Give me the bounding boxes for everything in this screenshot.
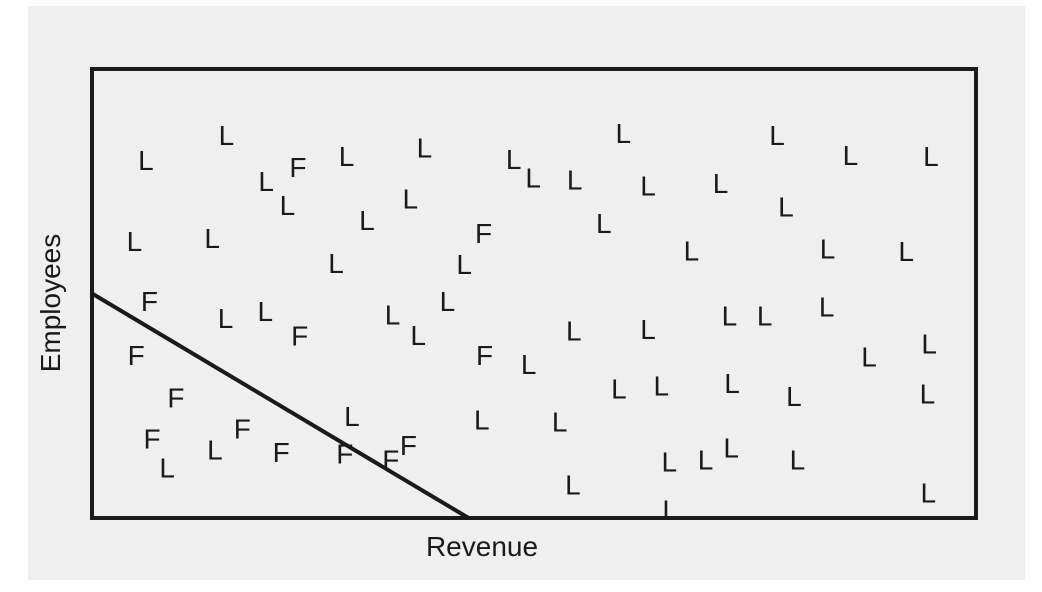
point-label-f: F xyxy=(400,430,417,461)
point-label-f: F xyxy=(476,340,493,371)
point-label-l: L xyxy=(339,141,355,172)
point-label-l: L xyxy=(640,171,656,202)
point-label-l: L xyxy=(207,435,223,466)
point-label-l: L xyxy=(218,303,234,334)
point-label-l: L xyxy=(402,184,418,215)
point-label-l: L xyxy=(552,406,568,437)
point-label-l: L xyxy=(417,133,433,164)
point-label-l: L xyxy=(344,401,360,432)
point-label-l: L xyxy=(661,446,677,477)
point-label-l: L xyxy=(474,405,490,436)
x-axis-label: Revenue xyxy=(425,531,539,562)
point-label-l: L xyxy=(440,286,456,317)
point-label-l: L xyxy=(204,223,220,254)
point-label-l: L xyxy=(654,370,670,401)
point-label-l: L xyxy=(786,381,802,412)
point-label-l: L xyxy=(567,164,583,195)
point-label-l: L xyxy=(565,470,581,501)
point-label-l: L xyxy=(525,163,541,194)
point-label-l: L xyxy=(843,140,859,171)
point-label-l: L xyxy=(819,291,835,322)
point-label-l: L xyxy=(861,341,877,372)
point-label-l: L xyxy=(359,205,375,236)
point-label-l: L xyxy=(127,226,143,257)
point-label-l: L xyxy=(410,320,426,351)
point-label-l: L xyxy=(506,144,522,175)
point-label-l: L xyxy=(769,120,785,151)
point-label-l: L xyxy=(920,379,936,410)
point-label-f: F xyxy=(234,414,251,445)
point-label-l: L xyxy=(724,368,740,399)
point-label-l: L xyxy=(258,166,274,197)
decision-boundary-line xyxy=(90,291,470,520)
point-label-l: L xyxy=(219,120,235,151)
point-label-l: L xyxy=(921,328,937,359)
point-label-f: F xyxy=(289,152,306,183)
point-label-l: L xyxy=(684,235,700,266)
point-label-l: L xyxy=(662,494,678,525)
point-label-l: L xyxy=(159,453,175,484)
point-label-l: L xyxy=(611,374,627,405)
point-label-l: L xyxy=(923,141,939,172)
point-label-f: F xyxy=(273,437,290,468)
point-label-f: F xyxy=(167,383,184,414)
point-label-l: L xyxy=(790,445,806,476)
point-label-l: L xyxy=(521,349,537,380)
point-label-l: L xyxy=(757,300,773,331)
point-label-f: F xyxy=(291,321,308,352)
point-label-l: L xyxy=(456,249,472,280)
point-label-l: L xyxy=(615,118,631,149)
point-label-l: L xyxy=(328,248,344,279)
point-label-f: F xyxy=(144,423,161,454)
point-label-l: L xyxy=(722,300,738,331)
point-label-l: L xyxy=(698,445,714,476)
point-label-f: F xyxy=(382,445,399,476)
point-label-f: F xyxy=(141,286,158,317)
point-label-l: L xyxy=(385,300,401,331)
point-label-l: L xyxy=(280,190,296,221)
point-label-l: L xyxy=(820,234,836,265)
point-label-l: L xyxy=(566,316,582,347)
point-label-f: F xyxy=(336,439,353,470)
point-label-f: F xyxy=(128,340,145,371)
point-label-l: L xyxy=(138,145,154,176)
point-label-l: L xyxy=(723,432,739,463)
point-label-l: L xyxy=(596,208,612,239)
point-label-l: L xyxy=(778,191,794,222)
point-label-l: L xyxy=(920,477,936,508)
point-label-l: L xyxy=(898,236,914,267)
point-label-f: F xyxy=(475,218,492,249)
point-label-l: L xyxy=(257,296,273,327)
point-label-l: L xyxy=(713,168,729,199)
y-axis-label: Employees xyxy=(35,233,66,373)
point-label-l: L xyxy=(640,314,656,345)
